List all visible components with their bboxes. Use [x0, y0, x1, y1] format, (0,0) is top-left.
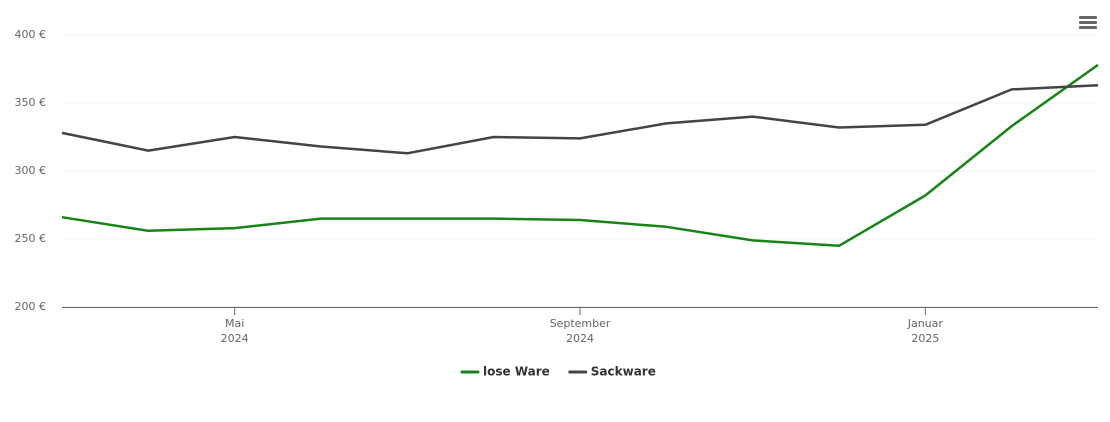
menu-button[interactable] [1079, 16, 1097, 29]
y-tick-label: 250 € [15, 232, 47, 245]
menu-bar [1079, 26, 1097, 29]
series-line [61, 63, 1099, 248]
series-line [61, 84, 1099, 155]
x-tick-label: Januar 2025 [907, 317, 943, 345]
x-tick-label: September 2024 [549, 317, 611, 345]
menu-bar [1079, 16, 1097, 19]
legend-item[interactable]: Sackware [568, 365, 656, 379]
y-tick-label: 300 € [15, 164, 47, 177]
legend-label: lose Ware [483, 365, 550, 379]
menu-bar [1079, 21, 1097, 24]
x-tick-label: Mai 2024 [220, 317, 249, 345]
legend-item[interactable]: lose Ware [460, 365, 550, 379]
legend: lose Ware Sackware [460, 365, 656, 379]
y-tick-label: 350 € [15, 96, 47, 109]
y-tick-label: 200 € [15, 300, 47, 313]
legend-label: Sackware [591, 365, 656, 379]
y-tick-label: 400 € [15, 28, 47, 41]
